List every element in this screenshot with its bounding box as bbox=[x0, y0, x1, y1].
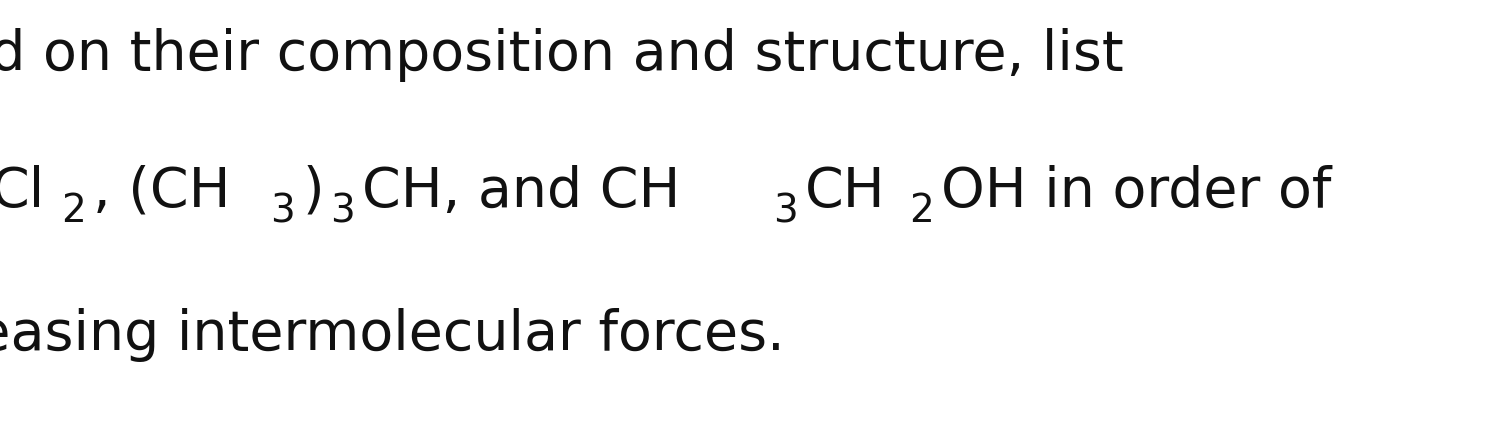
Text: CH: CH bbox=[804, 165, 885, 219]
Text: 3: 3 bbox=[270, 192, 296, 230]
Text: Based on their composition and structure, list: Based on their composition and structure… bbox=[0, 28, 1124, 82]
Text: decreasing intermolecular forces.: decreasing intermolecular forces. bbox=[0, 307, 784, 362]
Text: OH in order of: OH in order of bbox=[940, 165, 1330, 219]
Text: ): ) bbox=[302, 165, 324, 219]
Text: 2: 2 bbox=[909, 192, 933, 230]
Text: , (CH: , (CH bbox=[93, 165, 230, 219]
Text: 3: 3 bbox=[772, 192, 798, 230]
Text: Cl: Cl bbox=[0, 165, 45, 219]
Text: 3: 3 bbox=[330, 192, 354, 230]
Text: 2: 2 bbox=[62, 192, 86, 230]
Text: CH, and CH: CH, and CH bbox=[362, 165, 681, 219]
